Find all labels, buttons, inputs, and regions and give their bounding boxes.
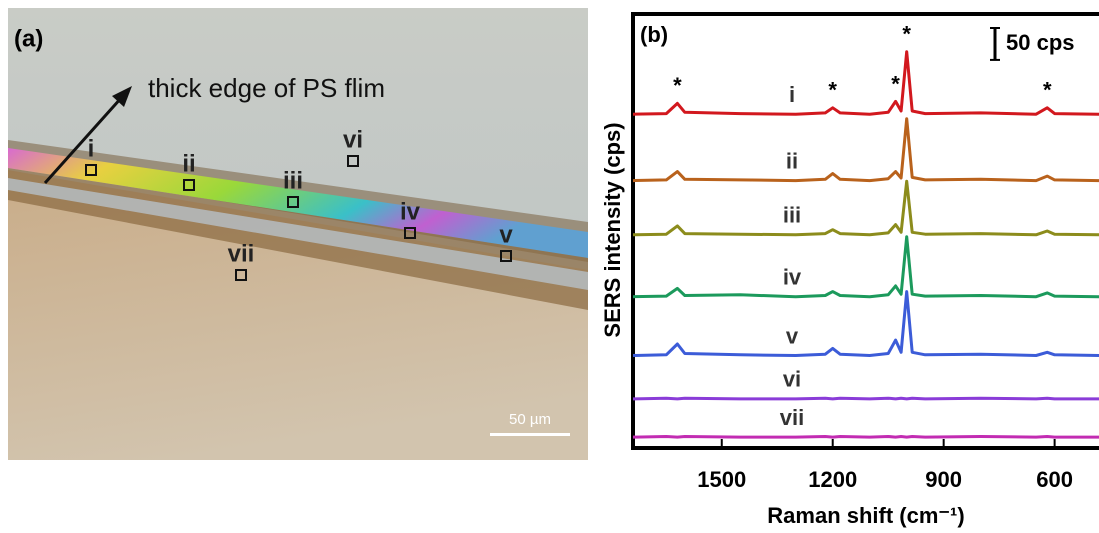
y-axis-label: SERS intensity (cps) xyxy=(600,122,625,337)
x-tick-label: 1200 xyxy=(808,467,857,492)
spectrum-line xyxy=(633,52,1099,114)
x-tick-label: 1500 xyxy=(697,467,746,492)
region-label: vii xyxy=(228,240,255,267)
spectrum-line xyxy=(633,237,1099,297)
region-label: v xyxy=(499,221,513,248)
annotation: thick edge of PS flim xyxy=(148,73,385,103)
series-label: vii xyxy=(780,405,804,430)
scale-bar-label: 50 cps xyxy=(1006,30,1075,55)
spectrum-line xyxy=(633,398,1099,399)
series-label: ii xyxy=(786,148,798,173)
region-label: i xyxy=(88,135,95,162)
panel-label: (b) xyxy=(640,22,668,47)
scale-bar-label: 50 µm xyxy=(509,411,551,428)
peak-marker: * xyxy=(891,71,900,96)
panel-label: (a) xyxy=(14,25,43,52)
region-label: ii xyxy=(182,150,195,177)
region-label: iii xyxy=(283,167,303,194)
series-label: iv xyxy=(783,265,802,290)
series-label: iii xyxy=(783,203,801,228)
x-axis-label: Raman shift (cm⁻¹) xyxy=(767,503,964,528)
figure: (a) thick edge of PS flim 50 µm iiiiiiiv… xyxy=(0,0,1099,533)
spectrum-line xyxy=(633,292,1099,356)
peak-marker: * xyxy=(1043,78,1052,103)
x-tick-label: 600 xyxy=(1036,467,1073,492)
region-label: vi xyxy=(343,126,363,153)
peak-marker: * xyxy=(828,78,837,103)
peak-marker: * xyxy=(902,21,911,46)
series-label: vi xyxy=(783,367,801,392)
spectrum-line xyxy=(633,181,1099,235)
x-tick-label: 900 xyxy=(925,467,962,492)
plot-frame xyxy=(633,14,1099,448)
spectrum-line xyxy=(633,437,1099,438)
series-label: i xyxy=(789,82,795,107)
peak-marker: * xyxy=(673,73,682,98)
spectrum-line xyxy=(633,119,1099,181)
region-label: iv xyxy=(400,198,421,225)
series-label: v xyxy=(786,323,799,348)
